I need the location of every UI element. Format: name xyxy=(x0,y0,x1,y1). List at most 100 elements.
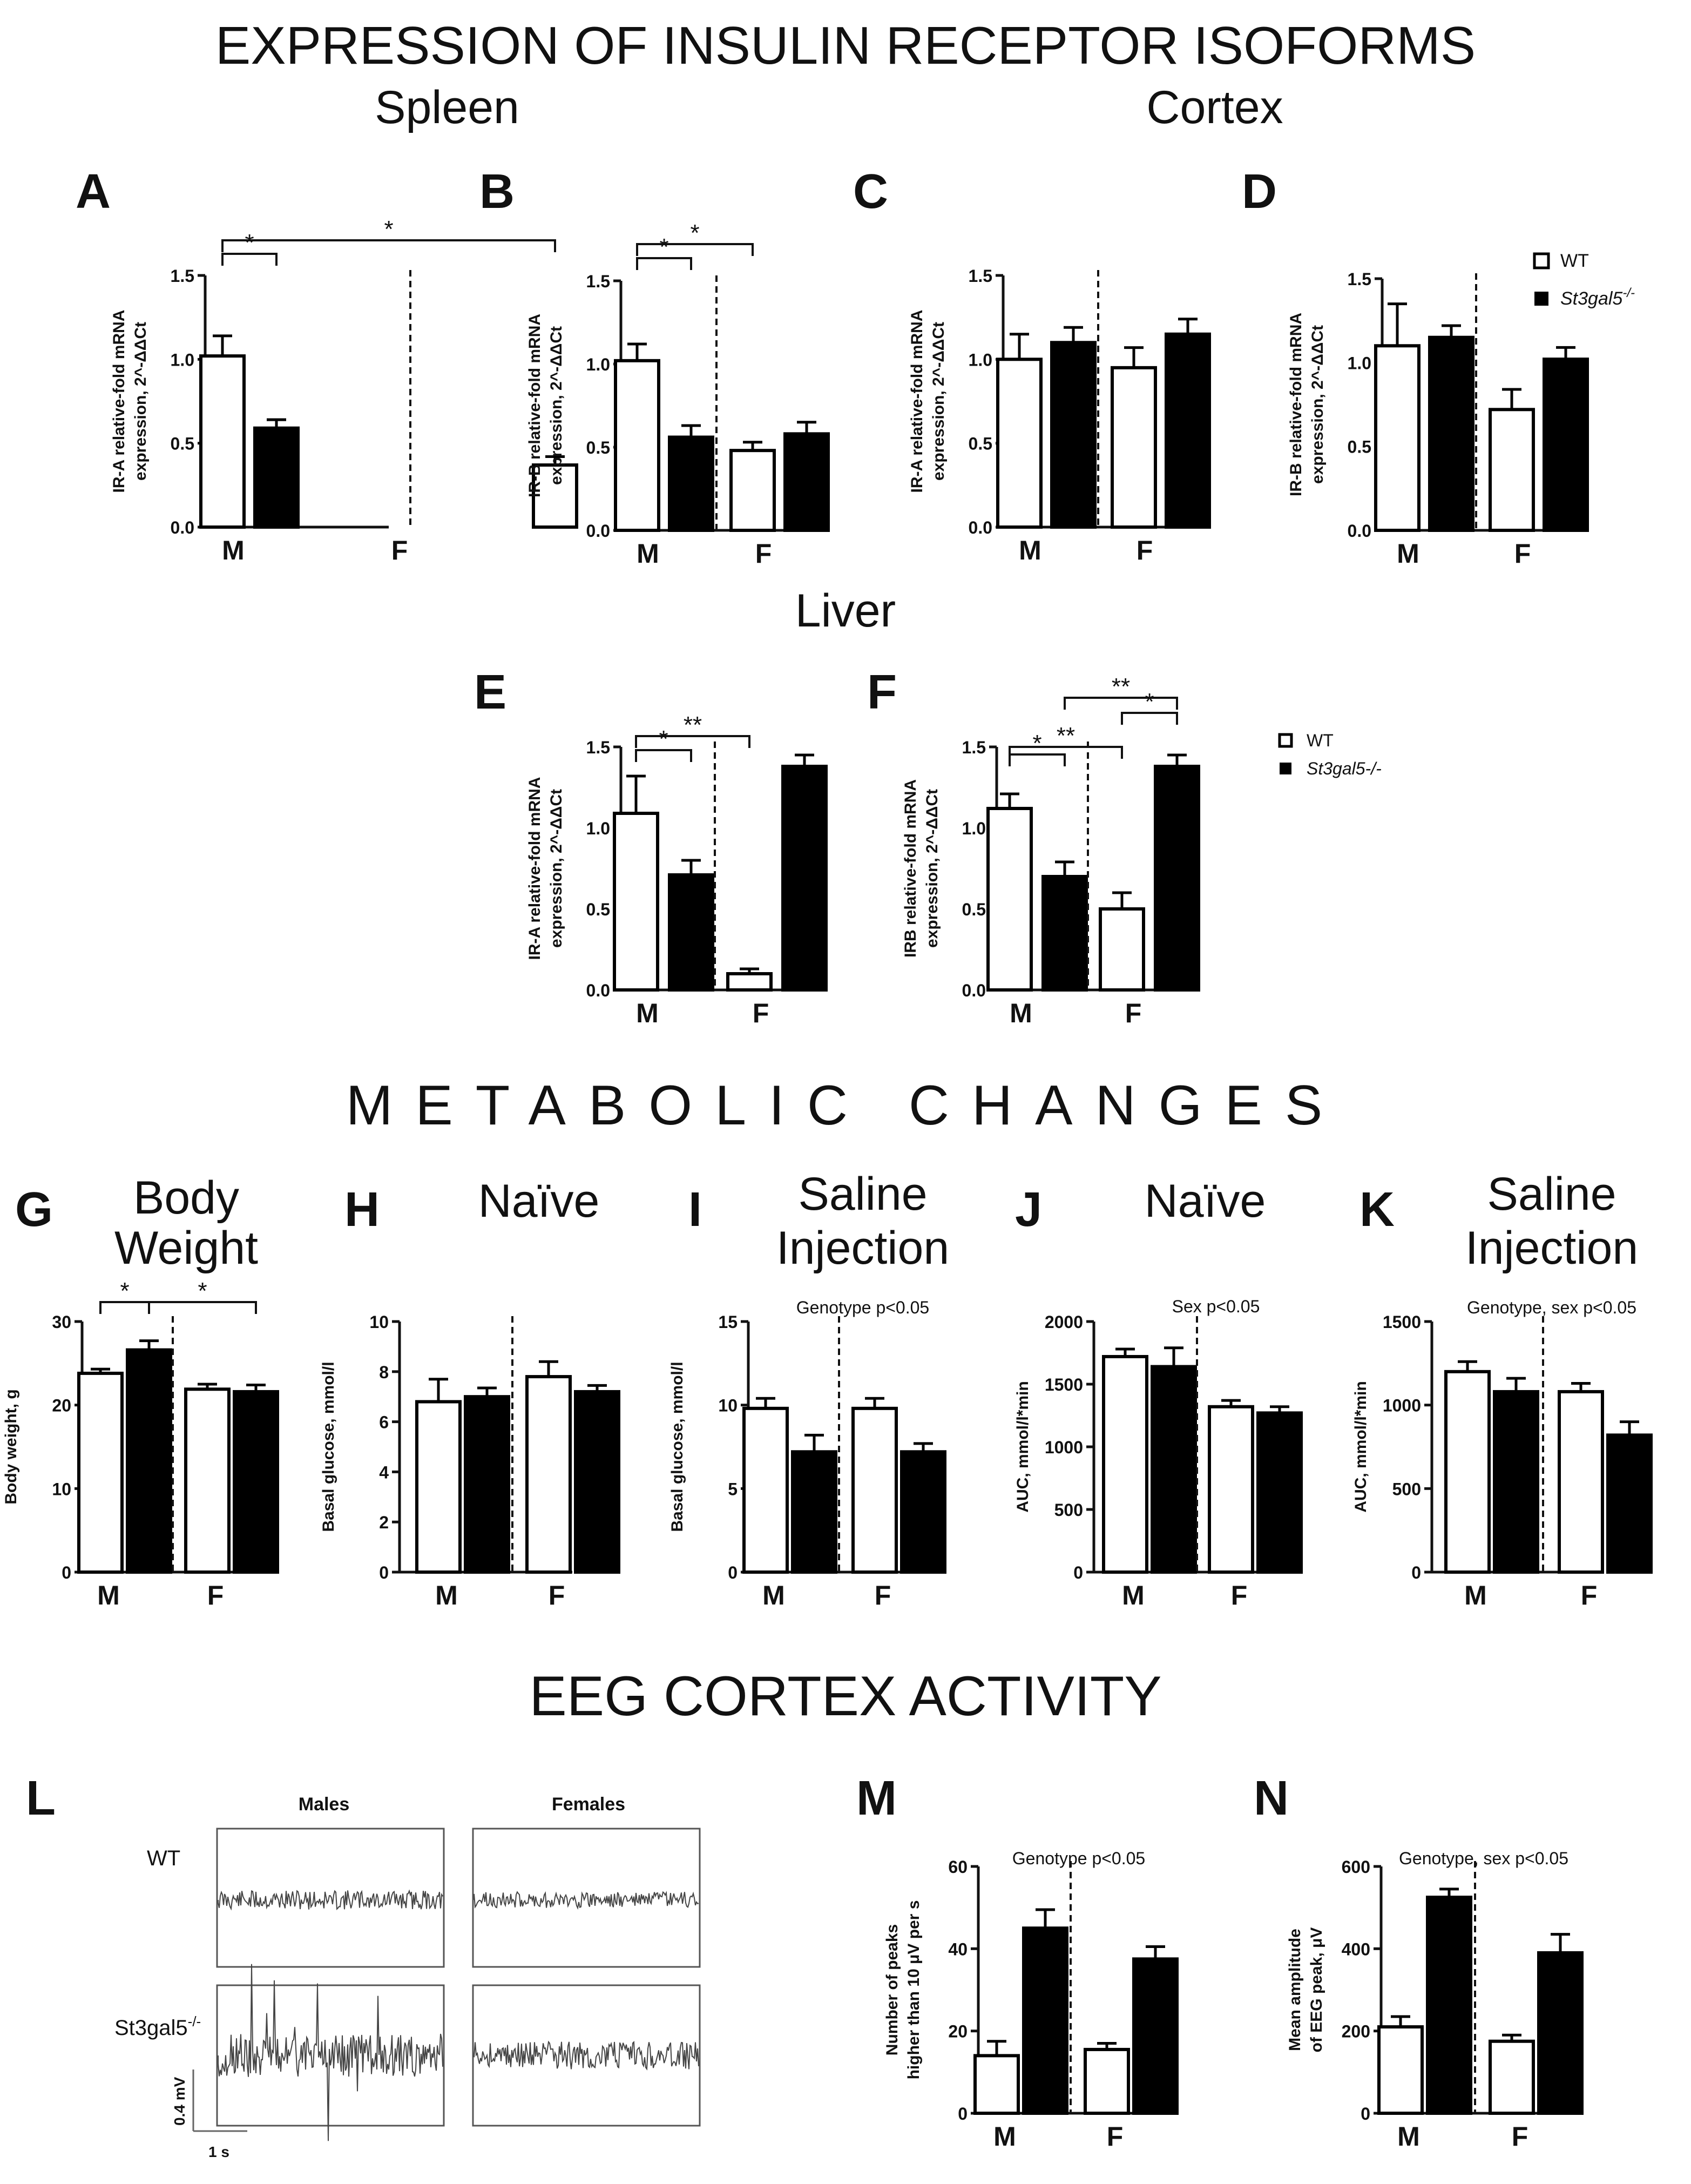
bar-N-F-wt xyxy=(1489,2039,1535,2115)
sig-label-B-0: * xyxy=(659,234,668,260)
y-tick-label-H-1: 2 xyxy=(379,1513,389,1532)
eeg-scale-time: 1 s xyxy=(208,2143,229,2160)
panel-letter-N: N xyxy=(1254,1771,1289,1825)
sig-bracket-G-1 xyxy=(148,1301,257,1314)
y-tick-label-F-0: 0.0 xyxy=(962,981,986,1000)
eeg-trace-wt-females xyxy=(474,1891,699,1910)
y-tick-label-E-0: 0.0 xyxy=(586,981,610,1000)
sig-label-G-0: * xyxy=(120,1278,129,1304)
sig-bracket-F-1 xyxy=(1009,746,1123,759)
y-tick-label-K-1: 500 xyxy=(1392,1479,1421,1499)
y-tick-label-M-1: 20 xyxy=(948,2022,968,2041)
y-axis-label-line-C-1: expression, 2^-ΔΔCt xyxy=(930,322,948,481)
y-tick-label-I-3: 15 xyxy=(718,1312,738,1332)
legend2-wt-label: WT xyxy=(1307,731,1334,750)
bar-B-F-ko xyxy=(783,432,830,532)
legend-wt-label: WT xyxy=(1560,251,1589,271)
chart-C: C 0.0 0.5 1.0 1.5 IR-A relative-fold mRNA expr… xyxy=(853,165,1211,565)
sig-bracket-F-3 xyxy=(1064,697,1178,710)
chart-N: N Genotype, sex p<0.05 0 200 400 600 Mean ampl… xyxy=(1254,1771,1584,2152)
sig-label-F-2: * xyxy=(1145,689,1154,715)
bar-B-F-wt xyxy=(729,449,776,532)
section-title-cortex: Cortex xyxy=(1146,82,1283,133)
x-category-G-M: M xyxy=(97,1580,120,1610)
y-tick-label-G-1: 10 xyxy=(52,1479,71,1499)
y-tick-label-M-2: 40 xyxy=(948,1939,968,1959)
x-category-N-F: F xyxy=(1512,2121,1528,2152)
y-tick-label-K-0: 0 xyxy=(1411,1563,1421,1582)
panel-letter-K: K xyxy=(1359,1183,1395,1237)
y-axis-label-line-C-0: IR-A relative-fold mRNA xyxy=(908,310,926,493)
bar-A-F-ko xyxy=(253,426,300,529)
bar-G-F-ko xyxy=(233,1390,279,1574)
y-axis-label-line-N-0: Mean amplitude xyxy=(1286,1929,1304,2051)
eeg-trace-ko-females xyxy=(474,2040,699,2071)
sig-label-A-1: * xyxy=(384,216,393,242)
y-axis-label-line-E-0: IR-A relative-fold mRNA xyxy=(526,777,544,960)
bar-I-M-wt xyxy=(742,1406,789,1574)
y-axis-label-G: Body weight, g xyxy=(2,1389,20,1504)
y-tick-label-K-3: 1500 xyxy=(1383,1312,1421,1332)
y-axis-label-B: IR-B relative-fold mRNA expression, 2^-ΔΔ… xyxy=(526,314,565,497)
y-axis-label-line-G-0: Body weight, g xyxy=(2,1389,20,1504)
bar-H-F-wt xyxy=(525,1375,572,1574)
bar-E-M-ko xyxy=(668,873,714,992)
y-axis-label-line-A-1: expression, 2^-ΔΔCt xyxy=(132,322,150,481)
y-tick-label-G-2: 20 xyxy=(52,1396,71,1415)
y-tick-label-F-2: 1.0 xyxy=(962,819,986,838)
bar-J-M-wt xyxy=(1102,1354,1148,1574)
y-tick-label-D-1: 0.5 xyxy=(1348,437,1371,457)
panel-letter-M: M xyxy=(856,1771,897,1825)
chart-subtitle-K: Genotype, sex p<0.05 xyxy=(1467,1298,1636,1317)
y-tick-label-J-4: 2000 xyxy=(1045,1312,1083,1332)
y-axis-label-line-A-0: IR-A relative-fold mRNA xyxy=(110,310,128,493)
y-tick-label-M-3: 60 xyxy=(948,1857,968,1877)
chart-subtitle-N: Genotype, sex p<0.05 xyxy=(1399,1849,1568,1868)
y-tick-label-H-3: 6 xyxy=(379,1413,389,1432)
bar-E-M-wt xyxy=(613,812,659,992)
y-tick-label-N-3: 600 xyxy=(1342,1857,1370,1877)
y-tick-label-H-0: 0 xyxy=(379,1563,389,1582)
legend2-ko-swatch xyxy=(1280,763,1291,774)
chart-subtitle-I: Genotype p<0.05 xyxy=(796,1298,929,1317)
bar-D-M-wt xyxy=(1374,344,1421,532)
y-tick-label-A-1: 0.5 xyxy=(171,434,194,454)
bar-H-M-ko xyxy=(464,1395,510,1574)
panel-letter-E: E xyxy=(474,665,506,719)
eeg-trace-wt-males xyxy=(218,1889,443,1911)
y-axis-label-line-B-1: expression, 2^-ΔΔCt xyxy=(547,326,565,485)
y-tick-label-E-3: 1.5 xyxy=(586,738,610,757)
x-category-I-M: M xyxy=(762,1580,785,1610)
sig-label-E-1: ** xyxy=(684,712,702,738)
eeg-label-males: Males xyxy=(299,1794,350,1815)
y-tick-label-M-0: 0 xyxy=(958,2104,968,2124)
bar-F-M-wt xyxy=(986,807,1033,992)
bar-B-M-ko xyxy=(668,435,714,532)
section-title-insulin: EXPRESSION OF INSULIN RECEPTOR ISOFORMS xyxy=(215,16,1476,75)
bar-E-F-ko xyxy=(781,765,828,992)
chart-J: J Naïve Sex p<0.05 0 500 1000 1500 2000 AUC, mmo… xyxy=(1014,1175,1303,1610)
eeg-scale-voltage: 0.4 mV xyxy=(171,2077,188,2126)
y-axis-label-line-D-1: expression, 2^-ΔΔCt xyxy=(1309,325,1327,484)
chart-title-I-0: Saline xyxy=(798,1168,927,1220)
x-category-H-F: F xyxy=(549,1580,565,1610)
y-tick-label-J-2: 1000 xyxy=(1045,1438,1083,1457)
section-title-liver: Liver xyxy=(795,585,896,637)
x-category-C-M: M xyxy=(1019,535,1041,565)
y-axis-label-line-K-0: AUC, mmol/l*min xyxy=(1352,1381,1370,1512)
y-tick-label-I-2: 10 xyxy=(718,1396,738,1415)
bar-I-F-ko xyxy=(900,1450,946,1574)
legend2-wt-swatch xyxy=(1278,733,1293,748)
x-category-B-F: F xyxy=(755,538,772,569)
sig-bracket-F-2 xyxy=(1121,712,1178,725)
panel-letter-H: H xyxy=(344,1183,380,1237)
section-title-eeg: EEG CORTEX ACTIVITY xyxy=(529,1665,1161,1728)
x-category-I-F: F xyxy=(875,1580,891,1610)
y-axis-label-E: IR-A relative-fold mRNA expression, 2^-ΔΔ… xyxy=(526,777,565,960)
chart-A: A0.00.51.01.5IR-A relative-fold mRNA expr… xyxy=(76,165,578,565)
y-tick-label-E-2: 1.0 xyxy=(586,819,610,838)
section-title-metabolic: METABOLIC CHANGES xyxy=(346,1074,1345,1137)
bar-M-M-ko xyxy=(1022,1926,1068,2115)
legend2-ko-label: St3gal5-/- xyxy=(1307,759,1382,778)
y-tick-label-B-3: 1.5 xyxy=(586,272,610,291)
